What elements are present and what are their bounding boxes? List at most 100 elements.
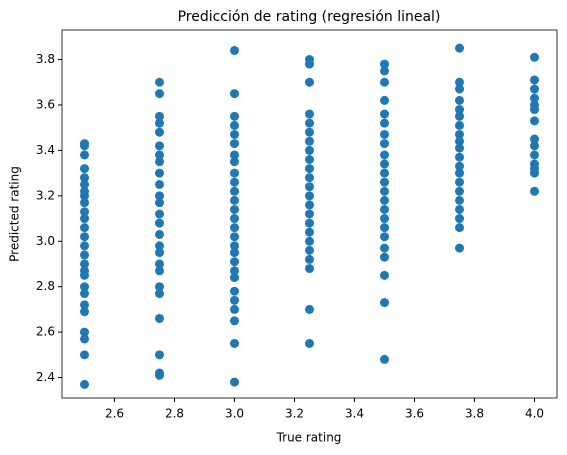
point bbox=[80, 259, 89, 269]
plot-frame bbox=[61, 29, 558, 399]
point bbox=[230, 273, 239, 283]
point bbox=[155, 218, 164, 228]
point bbox=[80, 191, 89, 201]
point bbox=[80, 198, 89, 208]
point bbox=[80, 223, 89, 233]
point bbox=[80, 141, 89, 151]
point bbox=[380, 109, 389, 119]
point bbox=[380, 77, 389, 87]
point bbox=[230, 241, 239, 251]
point bbox=[230, 111, 239, 121]
point bbox=[380, 252, 389, 262]
point bbox=[230, 120, 239, 130]
point bbox=[305, 254, 314, 264]
point bbox=[230, 195, 239, 205]
point bbox=[230, 232, 239, 242]
point bbox=[380, 298, 389, 308]
point bbox=[155, 179, 164, 189]
point bbox=[155, 191, 164, 201]
point bbox=[455, 43, 464, 53]
point bbox=[155, 350, 164, 360]
x-tick-label: 3.0 bbox=[225, 407, 244, 421]
point bbox=[305, 127, 314, 137]
point bbox=[230, 45, 239, 55]
point bbox=[155, 241, 164, 251]
point bbox=[455, 143, 464, 153]
point bbox=[455, 129, 464, 139]
point bbox=[230, 304, 239, 314]
point bbox=[455, 105, 464, 115]
point bbox=[230, 338, 239, 348]
x-tick-label: 2.6 bbox=[105, 407, 124, 421]
point bbox=[530, 168, 539, 178]
x-tick-label: 3.4 bbox=[345, 407, 364, 421]
point bbox=[155, 259, 164, 269]
point bbox=[530, 141, 539, 151]
point bbox=[380, 139, 389, 149]
point bbox=[230, 186, 239, 196]
point bbox=[305, 209, 314, 219]
point bbox=[305, 109, 314, 119]
x-axis-label: True rating bbox=[276, 431, 342, 445]
point bbox=[380, 186, 389, 196]
point bbox=[380, 232, 389, 242]
y-tick-label: 3.6 bbox=[36, 97, 55, 111]
point bbox=[80, 214, 89, 224]
point bbox=[230, 286, 239, 296]
point bbox=[305, 236, 314, 246]
point bbox=[305, 191, 314, 201]
x-tick-label: 3.6 bbox=[405, 407, 424, 421]
point bbox=[455, 195, 464, 205]
point bbox=[455, 177, 464, 187]
point bbox=[230, 150, 239, 160]
point bbox=[305, 338, 314, 348]
point bbox=[230, 257, 239, 267]
point bbox=[305, 59, 314, 69]
point bbox=[80, 282, 89, 292]
point bbox=[230, 316, 239, 326]
point bbox=[230, 177, 239, 187]
y-axis-label: Predicted rating bbox=[8, 166, 22, 262]
x-tick-label: 3.2 bbox=[285, 407, 304, 421]
point bbox=[80, 179, 89, 189]
point bbox=[155, 289, 164, 299]
point bbox=[155, 118, 164, 128]
point bbox=[530, 150, 539, 160]
point bbox=[155, 168, 164, 178]
point bbox=[455, 84, 464, 94]
point bbox=[155, 266, 164, 276]
point bbox=[380, 159, 389, 169]
point bbox=[455, 204, 464, 214]
point bbox=[455, 111, 464, 121]
y-tick-label: 2.4 bbox=[36, 370, 55, 384]
point bbox=[455, 120, 464, 130]
point bbox=[530, 75, 539, 85]
point bbox=[305, 304, 314, 314]
x-tick-label: 4.0 bbox=[525, 407, 544, 421]
point bbox=[80, 307, 89, 317]
point bbox=[380, 177, 389, 187]
point bbox=[80, 173, 89, 183]
y-tick-label: 3.8 bbox=[36, 52, 55, 66]
point bbox=[455, 243, 464, 253]
point bbox=[380, 270, 389, 280]
point bbox=[455, 214, 464, 224]
y-tick-label: 2.8 bbox=[36, 279, 55, 293]
y-tick-label: 2.6 bbox=[36, 325, 55, 339]
point bbox=[380, 243, 389, 253]
point bbox=[455, 223, 464, 233]
point bbox=[230, 139, 239, 149]
point bbox=[155, 282, 164, 292]
point bbox=[380, 118, 389, 128]
point bbox=[80, 164, 89, 174]
point bbox=[530, 93, 539, 103]
point bbox=[380, 129, 389, 139]
point bbox=[380, 204, 389, 214]
point bbox=[230, 223, 239, 233]
point bbox=[80, 350, 89, 360]
point bbox=[155, 150, 164, 160]
point bbox=[380, 59, 389, 69]
point bbox=[305, 182, 314, 192]
point bbox=[305, 173, 314, 183]
